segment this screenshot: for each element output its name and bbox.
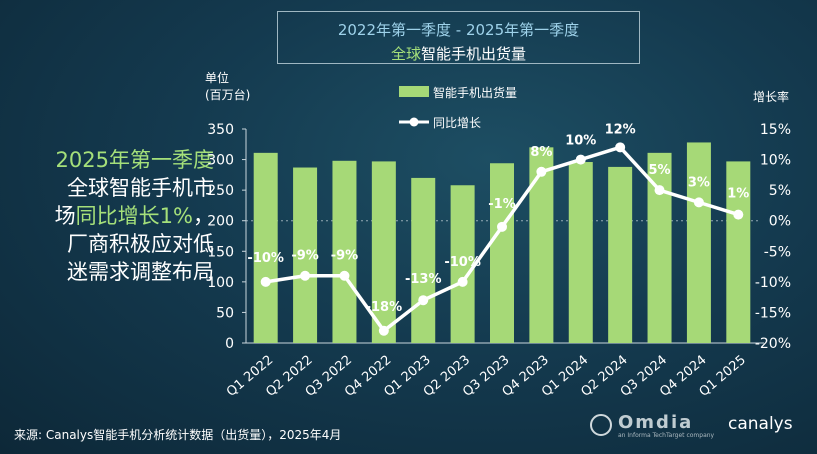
- growth-label: -9%: [331, 249, 358, 264]
- bar: [686, 142, 711, 343]
- growth-point: [260, 276, 271, 287]
- left-tick-label: 100: [207, 275, 234, 291]
- headline-line3-prefix: 场: [54, 204, 76, 228]
- legend-bar-swatch: [399, 86, 429, 97]
- right-tick-label: -5%: [764, 244, 791, 260]
- growth-point: [300, 270, 311, 281]
- bar: [647, 152, 672, 343]
- title-period: 2022年第一季度 - 2025年第一季度: [337, 21, 580, 39]
- growth-label: -10%: [444, 255, 481, 270]
- right-tick-label: -10%: [755, 275, 791, 291]
- growth-label: 1%: [727, 187, 749, 202]
- right-tick-label: 15%: [760, 122, 791, 138]
- logo-brand: canalys: [728, 414, 793, 434]
- logo-faint-text: Omdia: [618, 412, 694, 433]
- logo: Omdia an Informa TechTarget company cana…: [588, 410, 808, 442]
- growth-point: [693, 197, 704, 208]
- bar: [332, 160, 357, 343]
- right-tick-label: -15%: [755, 305, 791, 321]
- bar: [293, 167, 318, 343]
- growth-point: [536, 166, 547, 177]
- growth-point: [615, 142, 626, 153]
- right-tick-label: -20%: [755, 336, 791, 352]
- source-note: 来源: Canalys智能手机分析统计数据（出货量），2025年4月: [14, 428, 342, 442]
- bar: [568, 162, 593, 343]
- growth-label: -10%: [247, 251, 284, 266]
- right-tick-label: 0%: [769, 214, 791, 230]
- headline-line5: 迷需求调整布局: [67, 260, 214, 284]
- headline-growth-highlight: 同比增长1%: [75, 204, 193, 228]
- headline-line4: 厂商积极应对低: [67, 232, 214, 256]
- right-axis-title: 增长率: [753, 89, 789, 104]
- growth-point: [339, 270, 350, 281]
- bar: [608, 166, 633, 343]
- bar: [529, 147, 554, 343]
- right-tick-label: 5%: [769, 183, 791, 199]
- growth-label: 3%: [688, 175, 710, 190]
- left-tick-label: 250: [207, 183, 234, 199]
- bar: [490, 163, 514, 343]
- left-tick-label: 0: [225, 336, 234, 352]
- left-tick-label: 350: [207, 122, 234, 138]
- growth-label: 8%: [530, 145, 552, 160]
- growth-label: 12%: [605, 122, 636, 137]
- headline-line1: 2025年第一季度: [55, 148, 214, 172]
- bar: [726, 161, 751, 343]
- left-axis-title: 单位: [205, 70, 229, 85]
- growth-label: 5%: [648, 163, 670, 178]
- left-tick-label: 150: [207, 244, 234, 260]
- growth-label: 10%: [565, 134, 596, 149]
- title-shipments: 智能手机出货量: [421, 45, 527, 63]
- logo-circle-icon: [590, 414, 612, 436]
- growth-point: [733, 209, 744, 220]
- left-tick-label: 300: [207, 153, 234, 169]
- growth-point: [575, 154, 586, 165]
- bar: [371, 161, 396, 343]
- title-subject: 全球智能手机出货量: [278, 43, 639, 64]
- left-axis-title-unit: (百万台): [205, 87, 250, 102]
- growth-point: [378, 325, 389, 336]
- growth-label: -1%: [488, 197, 515, 212]
- growth-label: -13%: [405, 272, 442, 287]
- bar: [450, 185, 475, 343]
- headline-line3-suffix: ，: [193, 204, 214, 228]
- growth-point: [654, 185, 665, 196]
- growth-point: [418, 295, 429, 306]
- title-global: 全球: [390, 45, 421, 63]
- title-box: 2022年第一季度 - 2025年第一季度 全球智能手机出货量: [277, 11, 640, 64]
- legend-line-label: 同比增长: [433, 116, 481, 130]
- left-tick-label: 50: [216, 305, 234, 321]
- bar: [411, 177, 436, 343]
- growth-point: [497, 221, 507, 232]
- growth-point: [457, 276, 468, 287]
- headline-line2: 全球智能手机市: [67, 176, 214, 200]
- right-tick-label: 10%: [760, 153, 791, 169]
- growth-label: -9%: [291, 249, 318, 264]
- legend-line-marker: [409, 117, 419, 127]
- growth-label: -18%: [366, 300, 403, 315]
- left-tick-label: 200: [207, 214, 234, 230]
- logo-sub-text: an Informa TechTarget company: [618, 432, 715, 439]
- legend-bar-label: 智能手机出货量: [433, 85, 517, 100]
- headline-text: 2025年第一季度 全球智能手机市 场同比增长1%， 厂商积极应对低 迷需求调整…: [14, 146, 214, 286]
- bar: [253, 152, 278, 343]
- headline-line3: 场同比增长1%，: [14, 202, 214, 230]
